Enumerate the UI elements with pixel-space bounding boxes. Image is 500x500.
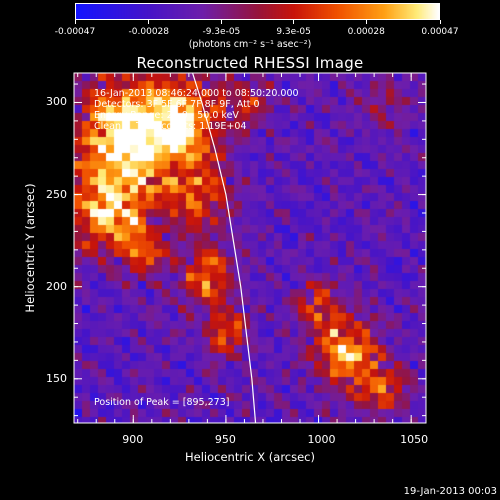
colorbar-tick xyxy=(293,20,295,24)
x-tick-label: 1000 xyxy=(307,433,336,446)
x-tick-label: 900 xyxy=(122,433,144,446)
x-tick-label: 950 xyxy=(214,433,236,446)
colorbar-tick xyxy=(439,20,441,24)
plot-area: 16-Jan-2013 08:46:24.000 to 08:50:20.000… xyxy=(74,73,426,423)
chart-title: Reconstructed RHESSI Image xyxy=(136,54,364,72)
time-range-text: 16-Jan-2013 08:46:24.000 to 08:50:20.000 xyxy=(94,88,299,99)
colorbar-tick-label: -9.3e-05 xyxy=(202,27,241,37)
colorbar-tick xyxy=(74,20,76,24)
y-tick-label: 250 xyxy=(46,187,67,201)
colorbar-tick xyxy=(365,20,367,24)
colorbar-tick xyxy=(220,20,222,24)
detectors-text: Detectors: 3F 5F 6F 7F 8F 9F, Att 0 xyxy=(94,99,260,110)
colorbar xyxy=(75,3,440,20)
peak-position-text: Position of Peak = [895,273] xyxy=(94,397,230,408)
x-axis-label: Heliocentric X (arcsec) xyxy=(185,450,315,464)
colorbar-units: (photons cm⁻² s⁻¹ asec⁻²) xyxy=(188,39,312,50)
colorbar-tick xyxy=(148,20,150,24)
colorbar-tick-label: 0.00028 xyxy=(347,27,385,37)
clean-counts-text: Clean Total counts: 1.19E+04 xyxy=(94,121,247,132)
y-tick-label: 200 xyxy=(46,279,67,293)
colorbar-tick-label: -0.00047 xyxy=(54,27,96,37)
footer-date: 19-Jan-2013 00:03 xyxy=(403,486,497,497)
colorbar-gradient xyxy=(76,4,439,19)
colorbar-tick-label: 9.3e-05 xyxy=(276,27,311,37)
y-tick-label: 150 xyxy=(46,371,67,385)
colorbar-tick-label: -0.00028 xyxy=(128,27,169,37)
y-axis-label: Heliocentric Y (arcsec) xyxy=(23,183,37,313)
y-tick-label: 300 xyxy=(46,95,67,109)
x-tick-label: 1050 xyxy=(400,433,429,446)
colorbar-tick-label: 0.00047 xyxy=(421,27,459,37)
energy-range-text: Energy Range: 25.0 - 50.0 keV xyxy=(94,110,239,121)
